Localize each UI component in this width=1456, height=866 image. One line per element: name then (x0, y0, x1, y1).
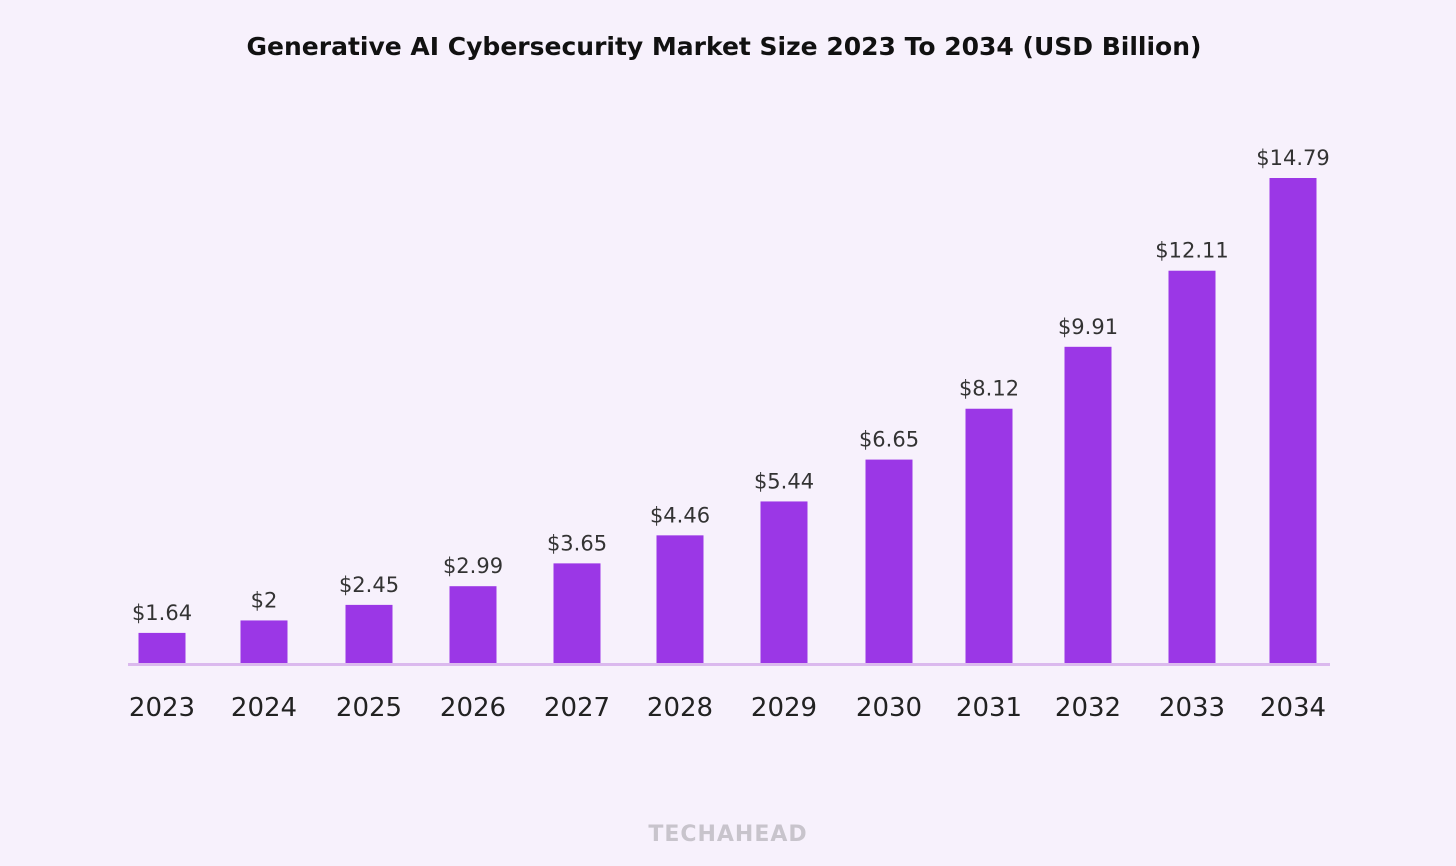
data-label-2023: $1.64 (132, 601, 192, 625)
data-label-2024: $2 (251, 588, 278, 612)
x-tick-2027: 2027 (544, 693, 610, 723)
data-label-2029: $5.44 (754, 469, 814, 493)
x-tick-2034: 2034 (1260, 693, 1326, 723)
bar-2028 (656, 535, 704, 663)
data-label-2030: $6.65 (859, 428, 919, 452)
bar-2031 (965, 408, 1013, 663)
data-label-2032: $9.91 (1058, 315, 1118, 339)
bar-2027 (553, 563, 601, 663)
data-label-2028: $4.46 (650, 503, 710, 527)
data-label-2025: $2.45 (339, 573, 399, 597)
data-label-2031: $8.12 (959, 377, 1019, 401)
x-tick-2031: 2031 (956, 693, 1022, 723)
x-tick-2028: 2028 (647, 693, 713, 723)
x-tick-2032: 2032 (1055, 693, 1121, 723)
data-label-2034: $14.79 (1256, 146, 1329, 170)
x-tick-2029: 2029 (751, 693, 817, 723)
bar-2023 (138, 632, 186, 663)
x-tick-2025: 2025 (336, 693, 402, 723)
data-label-2033: $12.11 (1155, 239, 1228, 263)
bar-2030 (865, 459, 913, 663)
x-tick-2026: 2026 (440, 693, 506, 723)
data-label-2027: $3.65 (547, 531, 607, 555)
x-tick-2023: 2023 (129, 693, 195, 723)
bar-2024 (240, 620, 288, 663)
techahead-logo: TECHAHEAD (648, 822, 808, 847)
data-label-2026: $2.99 (443, 554, 503, 578)
bar-2034 (1269, 178, 1317, 663)
bar-2025 (345, 604, 393, 663)
bar-2033 (1168, 270, 1216, 663)
chart-title: Generative AI Cybersecurity Market Size … (246, 32, 1202, 61)
x-tick-2024: 2024 (231, 693, 297, 723)
bar-2029 (760, 501, 808, 663)
x-tick-2033: 2033 (1159, 693, 1225, 723)
x-tick-2030: 2030 (856, 693, 922, 723)
bar-2026 (449, 586, 497, 663)
bar-2032 (1064, 346, 1112, 663)
